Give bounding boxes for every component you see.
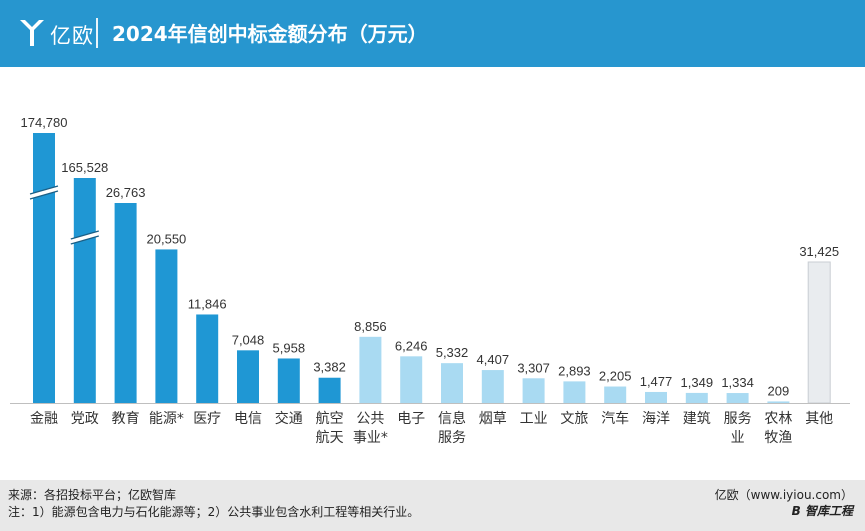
category-label-14: 汽车 bbox=[601, 410, 629, 427]
bar-2 bbox=[114, 203, 137, 403]
source-text: 来源：各招投标平台；亿欧智库 bbox=[8, 488, 177, 502]
logo-text: 亿欧 bbox=[50, 24, 94, 48]
bar-16 bbox=[685, 392, 708, 403]
value-label-19: 31,425 bbox=[799, 244, 839, 259]
category-label-13: 文旅 bbox=[560, 411, 588, 427]
category-label-3: 能源* bbox=[149, 411, 184, 427]
value-label-10: 5,332 bbox=[436, 345, 469, 360]
category-label-19: 其他 bbox=[805, 411, 833, 427]
category-label-8-line-0: 公共 bbox=[356, 411, 384, 427]
value-label-14: 2,205 bbox=[599, 369, 632, 384]
note-text: 注：1）能源包含电力与石化能源等；2）公共事业包含水利工程等相关行业。 bbox=[8, 505, 420, 519]
yiou-logo: 亿欧 bbox=[18, 16, 108, 52]
bar-15 bbox=[645, 391, 667, 403]
value-label-0: 174,780 bbox=[21, 115, 68, 130]
value-label-4: 11,846 bbox=[188, 296, 227, 311]
category-label-10-line-0: 信息 bbox=[438, 410, 466, 427]
category-label-18-line-1: 牧渔 bbox=[764, 430, 792, 446]
value-label-3: 20,550 bbox=[147, 231, 187, 246]
bar-19 bbox=[807, 261, 831, 404]
bar-1 bbox=[73, 178, 96, 403]
category-label-17-line-0: 服务 bbox=[724, 411, 752, 427]
value-label-7: 3,382 bbox=[313, 360, 346, 375]
bar-6 bbox=[277, 358, 300, 403]
value-label-6: 5,958 bbox=[273, 340, 306, 355]
bar-17 bbox=[726, 393, 749, 403]
value-label-9: 6,246 bbox=[395, 338, 428, 353]
category-label-0: 金融 bbox=[30, 411, 58, 427]
value-label-11: 4,407 bbox=[477, 352, 510, 367]
category-label-17-line-1: 业 bbox=[731, 430, 745, 446]
category-label-11: 烟草 bbox=[479, 411, 507, 427]
bar-18 bbox=[767, 401, 790, 403]
yiou-logo-icon bbox=[20, 20, 44, 46]
category-label-7-line-1: 航天 bbox=[316, 430, 344, 446]
category-label-9: 电子 bbox=[397, 411, 425, 427]
axis-break-mark bbox=[70, 230, 99, 245]
value-label-13: 2,893 bbox=[558, 363, 591, 378]
value-label-12: 3,307 bbox=[517, 360, 550, 375]
bar-13 bbox=[563, 381, 586, 403]
bar-chart: 174,780 金融 165,528 党政 26,763 教育 20,550 能源* 11,84… bbox=[10, 115, 850, 446]
bar-0 bbox=[33, 133, 55, 403]
category-label-6: 交通 bbox=[275, 410, 303, 427]
axis-break-mark bbox=[29, 185, 59, 200]
credit-text: 亿欧（www.iyiou.com） bbox=[714, 488, 853, 502]
category-label-2: 教育 bbox=[112, 411, 140, 427]
chart-title: 2024年信创中标金额分布（万元） bbox=[112, 22, 428, 46]
bar-11 bbox=[481, 370, 504, 403]
category-label-18-line-0: 农林 bbox=[764, 411, 792, 427]
category-label-12: 工业 bbox=[520, 411, 548, 427]
bar-14 bbox=[604, 386, 627, 403]
value-label-8: 8,856 bbox=[354, 319, 387, 334]
bar-4 bbox=[196, 314, 219, 403]
value-label-18: 209 bbox=[768, 383, 790, 398]
category-label-16: 建筑 bbox=[683, 411, 711, 427]
value-label-5: 7,048 bbox=[232, 332, 265, 347]
header-bar: 亿欧 2024年信创中标金额分布（万元） bbox=[0, 0, 865, 67]
category-label-7-line-0: 航空 bbox=[316, 411, 344, 427]
header-divider bbox=[96, 18, 98, 48]
value-label-2: 26,763 bbox=[106, 185, 146, 200]
value-label-16: 1,349 bbox=[681, 375, 714, 390]
bar-10 bbox=[441, 363, 463, 403]
category-label-10-line-1: 服务 bbox=[438, 430, 466, 446]
category-label-4: 医疗 bbox=[193, 411, 221, 427]
bar-8 bbox=[359, 336, 382, 403]
category-label-8-line-1: 事业* bbox=[353, 430, 388, 446]
value-label-1: 165,528 bbox=[61, 160, 108, 175]
credit-brand: B 智库工程 bbox=[791, 504, 853, 518]
category-label-5: 电信 bbox=[234, 411, 262, 427]
category-label-1: 党政 bbox=[71, 411, 99, 427]
footer-panel bbox=[0, 480, 865, 531]
bar-9 bbox=[400, 356, 423, 403]
value-label-15: 1,477 bbox=[640, 374, 673, 389]
bar-3 bbox=[155, 249, 178, 403]
bar-12 bbox=[522, 378, 545, 403]
value-label-17: 1,334 bbox=[721, 375, 754, 390]
category-label-15: 海洋 bbox=[642, 411, 670, 427]
bar-5 bbox=[237, 350, 259, 403]
bar-7 bbox=[318, 377, 341, 403]
